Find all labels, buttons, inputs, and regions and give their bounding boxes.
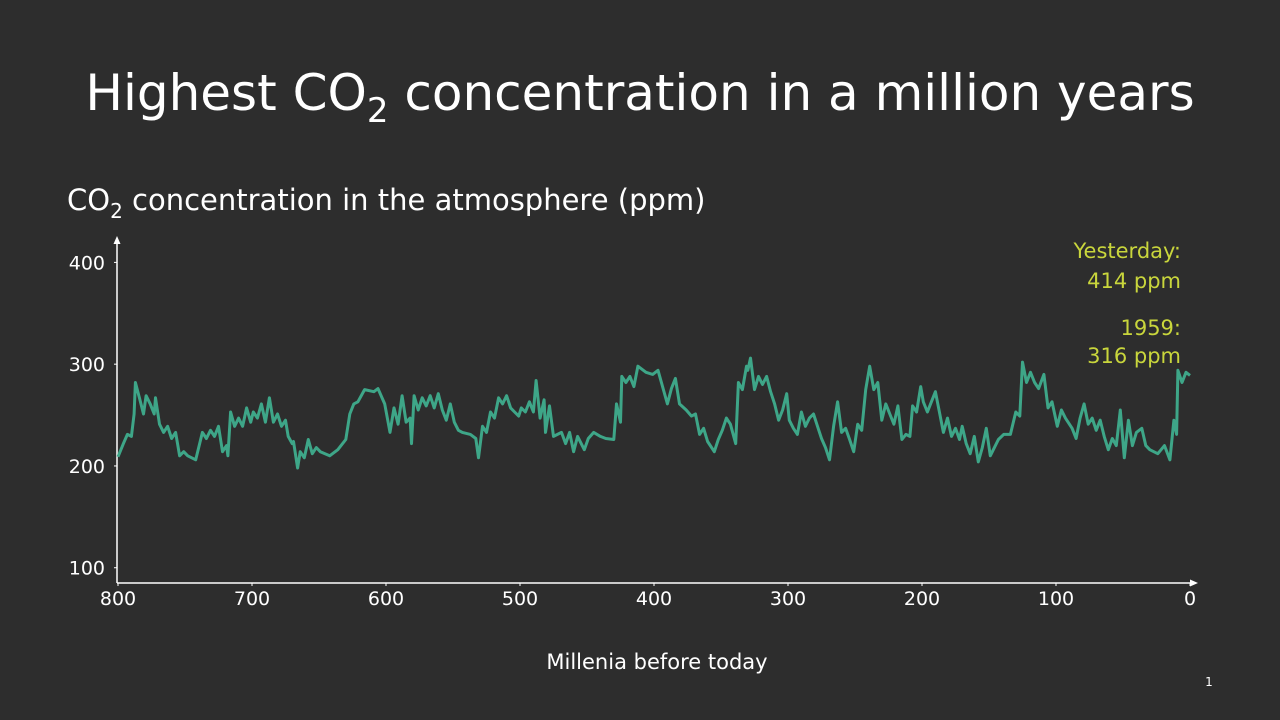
x-tick-label: 400 bbox=[636, 588, 672, 610]
x-tick-label: 700 bbox=[234, 588, 270, 610]
y-axis-title: CO2 concentration in the atmosphere (ppm… bbox=[67, 183, 705, 223]
x-axis-title: Millenia before today bbox=[546, 650, 767, 674]
annotation: Yesterday: bbox=[1073, 239, 1182, 263]
x-tick-label: 800 bbox=[100, 588, 136, 610]
annotation: 316 ppm bbox=[1087, 344, 1181, 368]
y-tick-label: 400 bbox=[69, 252, 105, 274]
title-part: concentration in a million years bbox=[389, 64, 1195, 122]
y-tick-label: 200 bbox=[69, 456, 105, 478]
x-axis-arrow bbox=[1190, 579, 1198, 587]
x-tick-label: 200 bbox=[904, 588, 940, 610]
y-tick-label: 300 bbox=[69, 354, 105, 376]
label-part: CO bbox=[67, 183, 110, 217]
y-tick-label: 100 bbox=[69, 558, 105, 580]
slide-title: Highest CO2 concentration in a million y… bbox=[85, 64, 1194, 131]
title-subscript: 2 bbox=[367, 91, 389, 131]
annotation: 1959: bbox=[1120, 316, 1181, 340]
x-tick-label: 0 bbox=[1184, 588, 1196, 610]
y-axis-arrow bbox=[113, 236, 121, 244]
page-number: 1 bbox=[1205, 675, 1213, 689]
x-tick-label: 300 bbox=[770, 588, 806, 610]
co2-line bbox=[116, 356, 1191, 470]
x-tick-label: 500 bbox=[502, 588, 538, 610]
x-tick-label: 100 bbox=[1038, 588, 1074, 610]
annotation: 414 ppm bbox=[1087, 269, 1181, 293]
x-tick-label: 600 bbox=[368, 588, 404, 610]
label-part: concentration in the atmosphere (ppm) bbox=[123, 183, 706, 217]
title-part: Highest CO bbox=[85, 64, 367, 122]
label-subscript: 2 bbox=[110, 199, 123, 223]
